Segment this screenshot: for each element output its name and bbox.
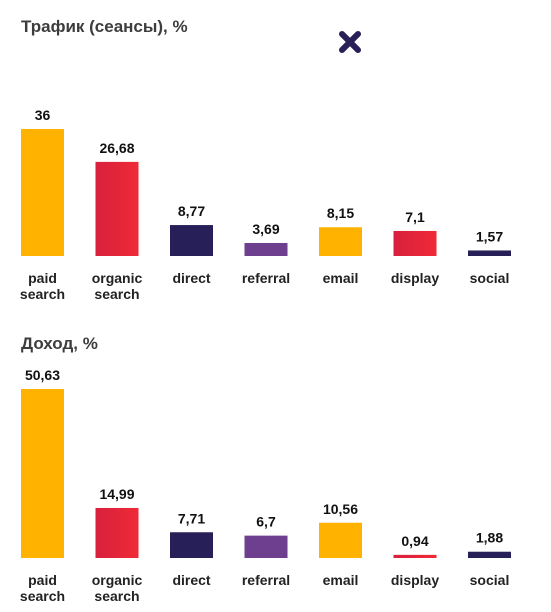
bar-revenue-social xyxy=(468,551,511,558)
category-label-traffic-email: email xyxy=(323,270,359,286)
traffic-bar-chart: 36 paid search 26,68 organic search 8,77 direct… xyxy=(20,107,511,302)
bar-revenue-organic-search xyxy=(95,507,139,558)
category-label-traffic-social: social xyxy=(470,270,510,286)
x-mark-icon xyxy=(339,31,361,53)
bar-revenue-direct xyxy=(170,532,213,558)
bar-revenue-email xyxy=(319,522,362,558)
category-label-revenue-social: social xyxy=(470,572,510,588)
bar-traffic-paid-search xyxy=(21,129,64,256)
value-label-revenue-email: 10,56 xyxy=(323,501,358,517)
value-label-traffic-referral: 3,69 xyxy=(252,221,279,237)
category-label-traffic-referral: referral xyxy=(242,270,290,286)
value-label-revenue-display: 0,94 xyxy=(401,533,428,549)
category-label-traffic-paid-search: paid search xyxy=(20,270,65,302)
category-label-revenue-display: display xyxy=(391,572,439,588)
category-label-revenue-email: email xyxy=(323,572,359,588)
value-label-revenue-paid-search: 50,63 xyxy=(25,367,60,383)
category-label-revenue-paid-search: paid search xyxy=(20,572,65,604)
category-label-revenue-direct: direct xyxy=(172,572,210,588)
category-label-revenue-organic-search: organic search xyxy=(92,572,143,604)
chart-title-revenue: Доход, % xyxy=(21,334,98,353)
value-label-traffic-social: 1,57 xyxy=(476,228,503,244)
category-label-traffic-direct: direct xyxy=(172,270,210,286)
value-label-revenue-referral: 6,7 xyxy=(256,514,276,530)
value-label-traffic-direct: 8,77 xyxy=(178,203,205,219)
value-label-traffic-display: 7,1 xyxy=(405,209,425,225)
bar-traffic-email xyxy=(319,227,362,256)
value-label-revenue-direct: 7,71 xyxy=(178,510,205,526)
value-label-revenue-social: 1,88 xyxy=(476,530,503,546)
bar-revenue-referral xyxy=(244,535,288,558)
category-label-traffic-organic-search: organic search xyxy=(92,270,143,302)
bar-revenue-display xyxy=(393,554,437,558)
bar-traffic-referral xyxy=(244,242,288,256)
value-label-revenue-organic-search: 14,99 xyxy=(99,486,134,502)
bar-traffic-display xyxy=(393,230,437,256)
bar-traffic-organic-search xyxy=(95,161,139,256)
bar-traffic-social xyxy=(468,250,511,256)
value-label-traffic-organic-search: 26,68 xyxy=(99,140,134,156)
value-label-traffic-paid-search: 36 xyxy=(35,107,51,123)
category-label-traffic-display: display xyxy=(391,270,439,286)
bar-revenue-paid-search xyxy=(21,389,64,558)
value-label-traffic-email: 8,15 xyxy=(327,205,354,221)
chart-title-traffic: Трафик (сеансы), % xyxy=(21,17,188,36)
category-label-revenue-referral: referral xyxy=(242,572,290,588)
bar-traffic-direct xyxy=(170,225,213,256)
